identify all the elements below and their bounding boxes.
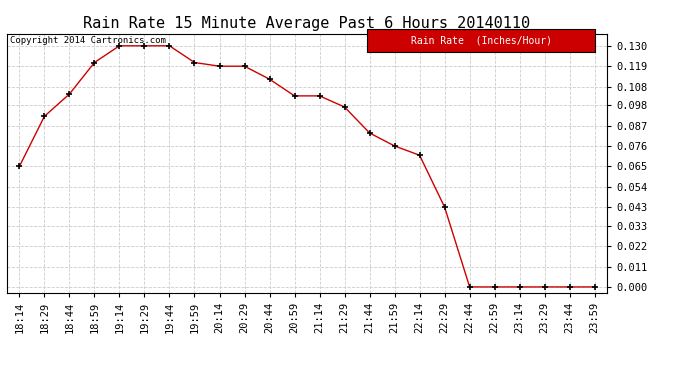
Text: Rain Rate  (Inches/Hour): Rain Rate (Inches/Hour) xyxy=(411,35,551,45)
Title: Rain Rate 15 Minute Average Past 6 Hours 20140110: Rain Rate 15 Minute Average Past 6 Hours… xyxy=(83,16,531,31)
Text: Copyright 2014 Cartronics.com: Copyright 2014 Cartronics.com xyxy=(10,36,166,45)
Bar xyxy=(367,28,595,52)
